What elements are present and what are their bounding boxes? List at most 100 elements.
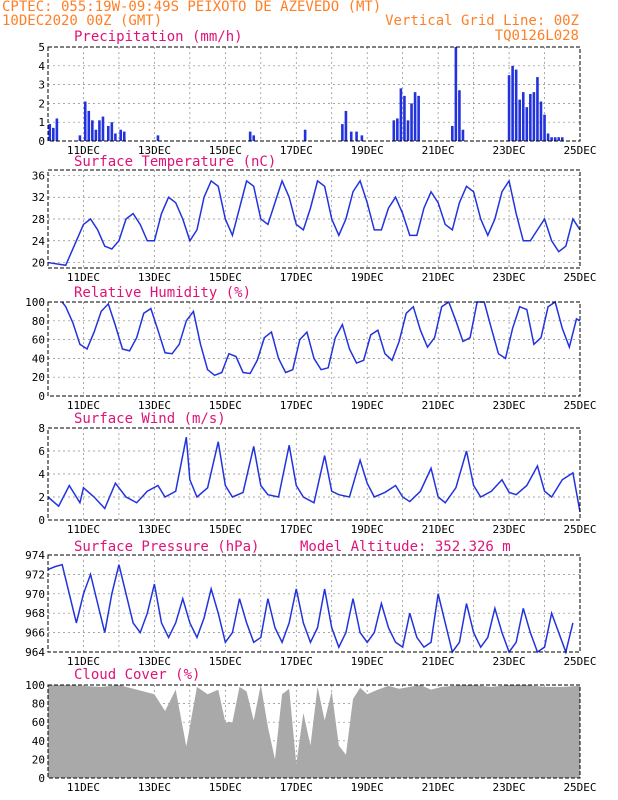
- pressure-frame: [47, 554, 581, 653]
- pressure-date-label: 21DEC: [422, 655, 455, 668]
- pressure-panel: 964 966 968 970 972 974 11DEC 13DEC 15DEC 17DEC 19…: [25, 539, 596, 668]
- precip-ytick: 1: [38, 116, 45, 129]
- precip-bar: [410, 103, 413, 141]
- precip-panel: 0 1 2 3 4 5 11DEC 13DEC 15DEC 17DEC 19DEC 21DEC 23DE…: [38, 29, 596, 157]
- wind-ytick: 0: [38, 514, 45, 527]
- precip-bar: [248, 131, 252, 141]
- precip-bar: [48, 124, 52, 141]
- wind-date-label: 17DEC: [280, 523, 313, 536]
- humidity-date-label: 23DEC: [493, 399, 526, 412]
- precip-date-label: 15DEC: [209, 144, 242, 157]
- precip-title: Precipitation (mm/h): [74, 29, 243, 45]
- header-station: CPTEC: 055:19W-09:49S PEIXOTO DE AZEVEDO…: [2, 0, 381, 15]
- wind-date-label: 23DEC: [493, 523, 526, 536]
- precip-bar: [94, 129, 98, 141]
- precip-bar: [454, 47, 458, 141]
- precip-bar: [399, 88, 403, 141]
- precip-bar: [507, 75, 511, 141]
- precip-bar: [518, 99, 522, 141]
- precip-bar: [52, 127, 55, 141]
- precip-bar: [451, 125, 454, 141]
- precip-bar: [546, 133, 550, 141]
- temp-date-label: 19DEC: [351, 271, 384, 284]
- precip-bar: [553, 137, 557, 141]
- temp-line: [47, 178, 581, 267]
- temp-ytick: 36: [32, 169, 45, 182]
- pressure-title: Surface Pressure (hPa): [74, 539, 259, 555]
- pressure-line: [47, 563, 574, 655]
- precip-bar: [406, 120, 410, 141]
- precip-bar: [392, 120, 396, 141]
- humidity-ytick: 40: [32, 352, 45, 365]
- precip-bar: [110, 122, 114, 141]
- precip-bar: [521, 92, 525, 141]
- temp-date-label: 25DEC: [563, 271, 596, 284]
- wind-ytick: 6: [38, 445, 45, 458]
- wind-date-label: 13DEC: [138, 523, 171, 536]
- temp-title: Surface Temperature (nC): [74, 154, 276, 170]
- precip-bar: [514, 69, 518, 141]
- wind-ytick: 2: [38, 491, 45, 504]
- temp-ytick: 20: [32, 257, 45, 270]
- cloud-ytick: 80: [32, 698, 45, 711]
- precip-bar: [119, 129, 123, 141]
- precip-bar: [539, 101, 543, 141]
- humidity-date-label: 13DEC: [138, 399, 171, 412]
- cloud-ytick: 100: [25, 679, 45, 692]
- cloud-date-label: 21DEC: [422, 781, 455, 794]
- humidity-ytick: 80: [32, 315, 45, 328]
- humidity-date-label: 21DEC: [422, 399, 455, 412]
- precip-date-label: 17DEC: [280, 144, 313, 157]
- cloud-date-label: 19DEC: [351, 781, 384, 794]
- precip-bar: [78, 135, 82, 141]
- pressure-date-label: 13DEC: [138, 655, 171, 668]
- precip-bar: [55, 118, 59, 141]
- cloud-ytick: 60: [32, 716, 45, 729]
- precip-bar: [83, 101, 87, 141]
- temp-date-label: 11DEC: [67, 271, 100, 284]
- pressure-ytick: 964: [25, 646, 45, 659]
- humidity-ytick: 0: [38, 390, 45, 403]
- precip-bar: [349, 131, 353, 141]
- header-grid-note: Vertical Grid Line: 00Z: [385, 13, 579, 29]
- pressure-ytick: 968: [25, 607, 45, 620]
- humidity-date-label: 15DEC: [209, 399, 242, 412]
- cloud-panel: 0 20 40 60 80 100 11DEC 13DEC 15DEC 17DEC 19DEC 21D…: [25, 667, 596, 794]
- humidity-ytick: 100: [25, 296, 45, 309]
- precip-ytick: 4: [38, 60, 45, 73]
- precip-bar: [413, 92, 417, 141]
- humidity-frame: [47, 301, 581, 397]
- humidity-date-label: 11DEC: [67, 399, 100, 412]
- precip-bar: [87, 110, 91, 141]
- temp-date-label: 23DEC: [493, 271, 526, 284]
- pressure-subtitle: Model Altitude: 352.326 m: [300, 539, 511, 555]
- cloud-date-label: 15DEC: [209, 781, 242, 794]
- wind-panel: 0 2 4 6 8 11DEC 13DEC 15DEC 17DEC 19DEC 21DEC 23DEC…: [38, 411, 596, 536]
- precip-bar: [536, 77, 539, 141]
- humidity-line: [61, 300, 581, 377]
- precip-ytick: 0: [38, 135, 45, 148]
- temp-ytick: 24: [32, 235, 46, 248]
- cloud-ytick: 0: [38, 772, 45, 785]
- pressure-date-label: 23DEC: [493, 655, 526, 668]
- precip-frame: [47, 46, 581, 142]
- precip-bar: [458, 90, 461, 141]
- temp-date-label: 17DEC: [280, 271, 313, 284]
- cloud-ytick: 40: [32, 735, 45, 748]
- header-model-code: TQ0126L028: [495, 28, 579, 44]
- cloud-frame: [47, 684, 581, 779]
- precip-ytick: 5: [38, 41, 45, 54]
- temp-ytick: 32: [32, 191, 45, 204]
- cloud-date-label: 17DEC: [280, 781, 313, 794]
- precip-bar: [360, 135, 364, 141]
- precip-ytick: 3: [38, 79, 45, 92]
- humidity-ytick: 20: [32, 371, 45, 384]
- pressure-ytick: 970: [25, 588, 45, 601]
- precip-date-label: 21DEC: [422, 144, 455, 157]
- panels: 0 1 2 3 4 5 11DEC 13DEC 15DEC 17DEC 19DEC 21DEC 23DE…: [25, 29, 596, 794]
- humidity-date-label: 17DEC: [280, 399, 313, 412]
- temp-date-label: 15DEC: [209, 271, 242, 284]
- precip-bar: [341, 124, 344, 141]
- precip-bar: [532, 92, 536, 141]
